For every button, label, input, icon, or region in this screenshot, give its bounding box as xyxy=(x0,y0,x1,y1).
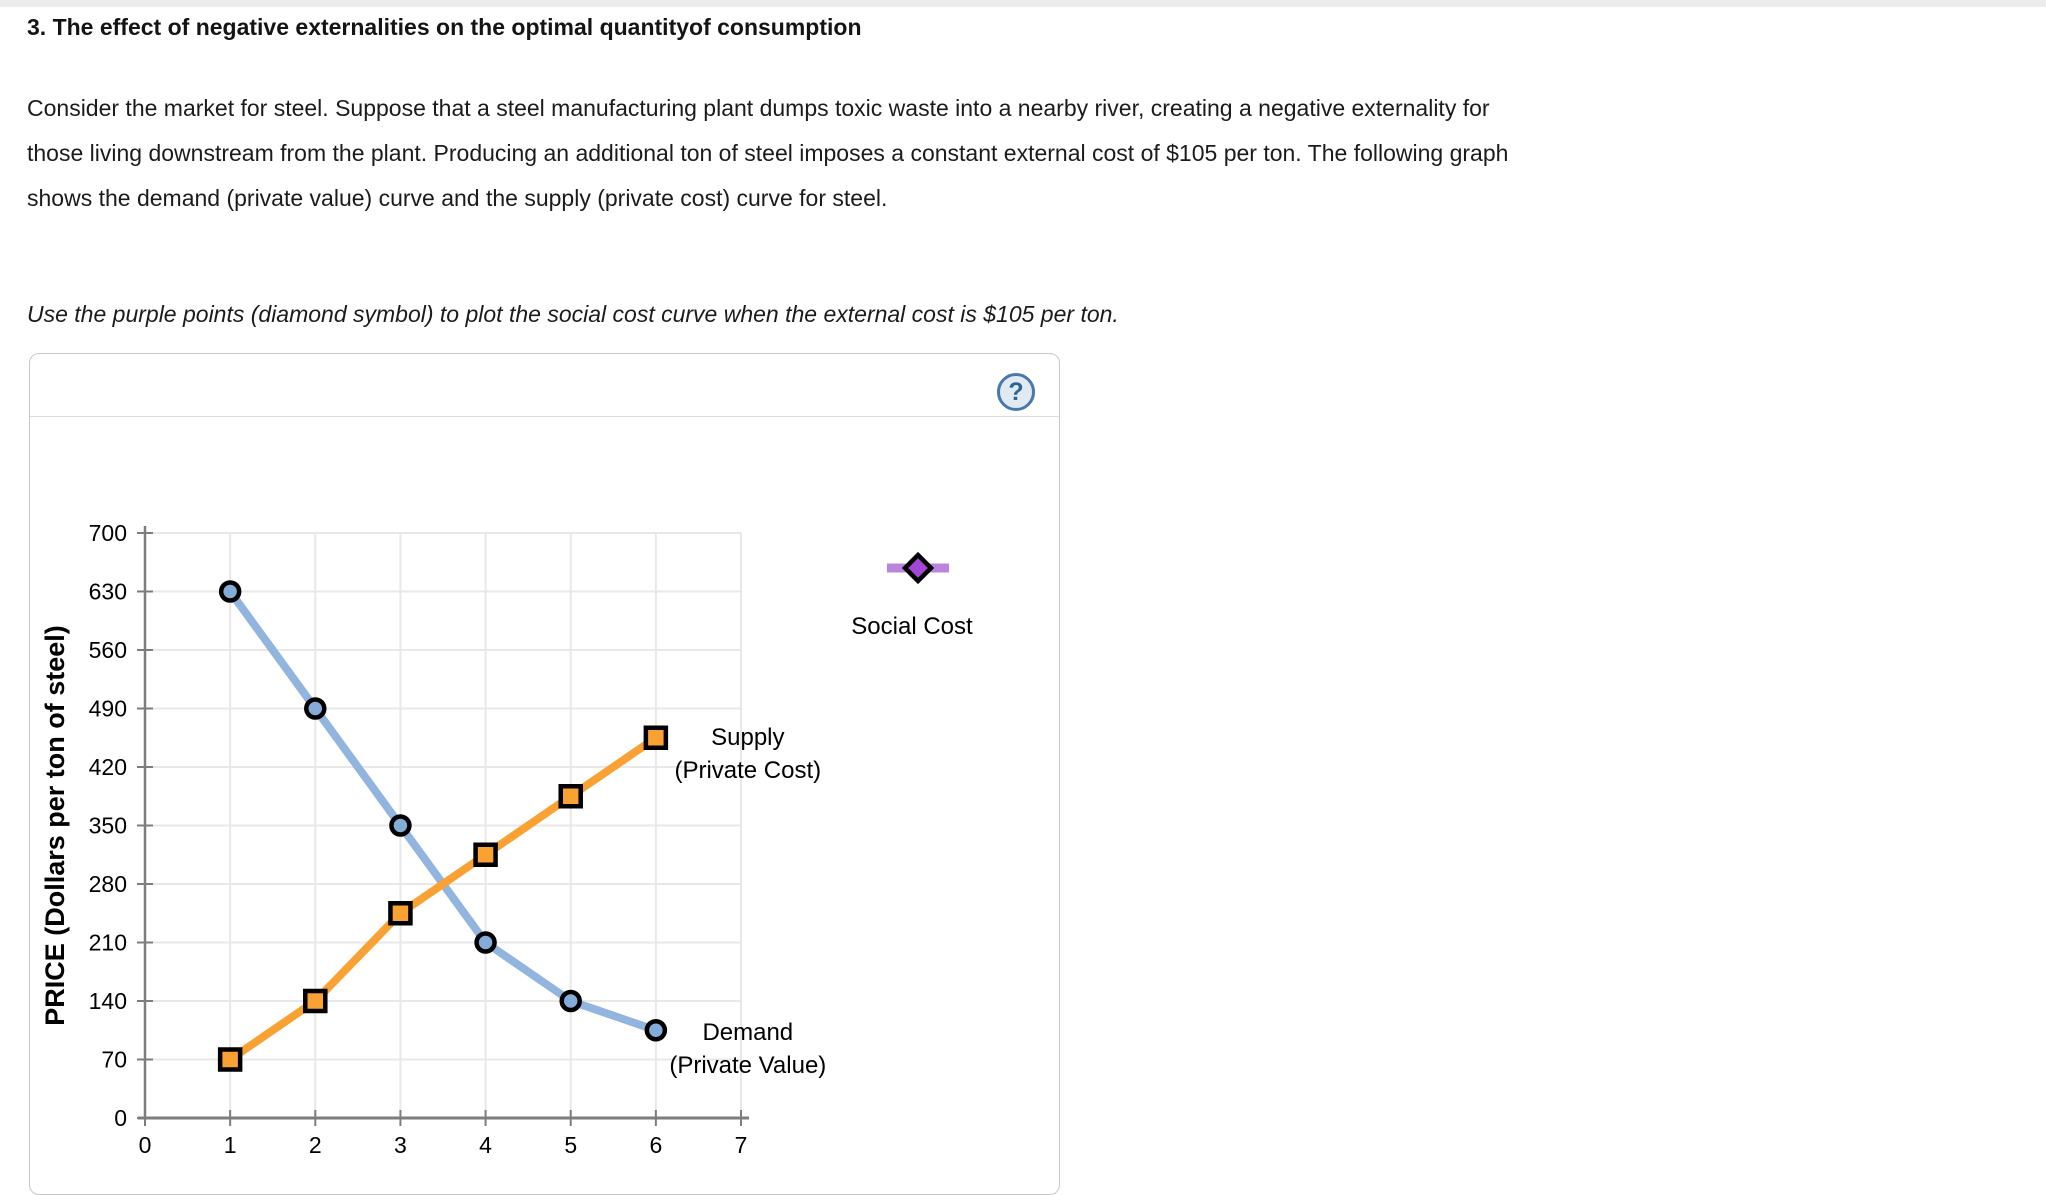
y-tick-label: 210 xyxy=(89,930,127,956)
graph-panel-header: ? xyxy=(30,354,1059,417)
demand-point xyxy=(389,814,412,837)
y-tick-label: 490 xyxy=(89,696,127,722)
supply-point xyxy=(643,725,669,750)
y-tick-label: 350 xyxy=(89,813,127,839)
graph-panel: ? 0 1 2 3 4 5 6 7 0 70 140 210 280 350 420 490 560 630 700… xyxy=(29,353,1060,1195)
supply-curve xyxy=(226,733,660,1064)
x-tick-label: 2 xyxy=(309,1132,322,1158)
demand-point xyxy=(474,931,497,954)
x-tick-label: 6 xyxy=(649,1132,662,1158)
x-tick-label: 3 xyxy=(394,1132,407,1158)
x-tick-label: 0 xyxy=(139,1132,152,1158)
y-tick-label: 630 xyxy=(89,579,127,605)
y-tick-label: 700 xyxy=(89,520,127,546)
y-tick-label: 140 xyxy=(89,988,127,1014)
y-tick-label: 70 xyxy=(101,1047,127,1073)
legend-social-cost-label: Social Cost xyxy=(851,613,973,640)
demand-curve-label: Demand (Private Value) xyxy=(669,1019,826,1079)
demand-point xyxy=(218,580,242,603)
question-title: 3. The effect of negative externalities … xyxy=(27,14,862,40)
demand-point xyxy=(304,697,327,720)
x-tick-label: 1 xyxy=(224,1132,237,1158)
supply-point xyxy=(303,988,328,1014)
help-button[interactable]: ? xyxy=(997,373,1035,411)
steel-market-chart[interactable]: 0 1 2 3 4 5 6 7070140210280350420490560630700PR… xyxy=(30,354,1059,1169)
y-tick-label: 420 xyxy=(89,754,127,780)
y-tick-label: 560 xyxy=(89,637,127,663)
x-tick-label: 4 xyxy=(479,1132,492,1158)
y-tick-label: 0 xyxy=(114,1105,127,1131)
x-tick-label: 5 xyxy=(564,1132,577,1158)
supply-curve-label: Supply (Private Cost) xyxy=(674,724,821,784)
y-tick-label: 280 xyxy=(89,871,127,897)
social-cost-diamond-icon[interactable] xyxy=(901,551,935,585)
y-axis-title: PRICE (Dollars per ton of steel) xyxy=(40,625,70,1026)
question-mark-icon: ? xyxy=(1008,377,1024,406)
window-top-edge xyxy=(0,0,2046,7)
question-text: Consider the market for steel. Suppose t… xyxy=(27,95,1509,211)
demand-point xyxy=(644,1019,668,1042)
x-tick-label: 7 xyxy=(735,1132,748,1158)
demand-point xyxy=(559,989,582,1013)
instruction-text: Use the purple points (diamond symbol) t… xyxy=(27,301,1119,327)
supply-point xyxy=(388,901,413,926)
supply-point xyxy=(217,1047,243,1072)
supply-point xyxy=(473,842,498,867)
supply-point xyxy=(558,784,583,809)
